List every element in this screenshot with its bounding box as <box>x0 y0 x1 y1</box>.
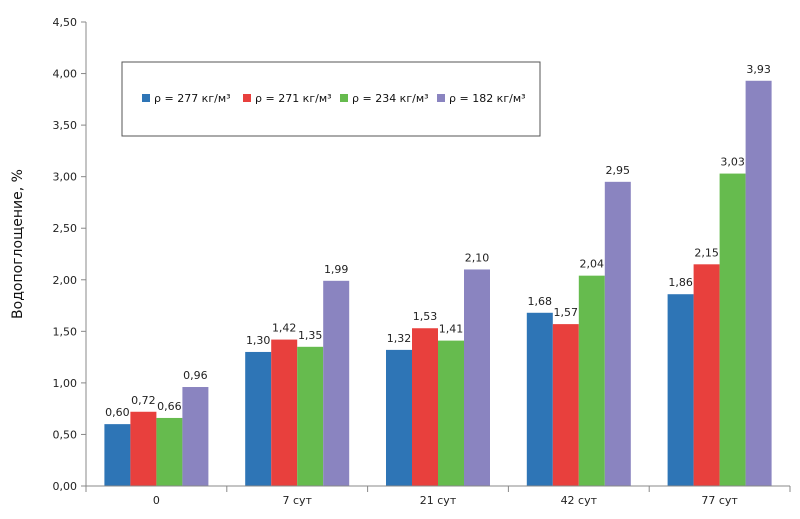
bar <box>604 181 631 487</box>
legend-swatch <box>243 94 251 102</box>
y-tick-label: 4,00 <box>53 68 78 81</box>
y-tick-label: 4,50 <box>53 16 78 29</box>
data-label: 2,04 <box>580 258 605 271</box>
y-tick-label: 0,50 <box>53 428 78 441</box>
data-label: 0,66 <box>157 400 182 413</box>
data-label: 2,15 <box>694 246 719 259</box>
legend-swatch <box>437 94 445 102</box>
data-label: 2,95 <box>606 164 631 177</box>
bar <box>578 275 605 486</box>
data-label: 1,32 <box>387 332 412 345</box>
x-tick-label: 42 сут <box>561 494 598 507</box>
data-label: 1,53 <box>413 310 438 323</box>
legend-box <box>121 61 541 137</box>
x-tick-label: 77 сут <box>701 494 738 507</box>
bar <box>438 340 464 486</box>
data-label: 1,41 <box>439 323 464 336</box>
y-axis-title-group: Водопоглощение, % <box>10 169 26 319</box>
bars <box>104 80 772 487</box>
bar <box>386 349 412 486</box>
bar <box>182 387 209 486</box>
data-label: 2,10 <box>465 251 490 264</box>
legend: ρ = 277 кг/м³ ρ = 271 кг/м³ ρ = 234 кг/м³ ρ… <box>121 61 541 137</box>
bar <box>323 280 350 486</box>
bar <box>297 346 324 486</box>
bar <box>745 80 772 487</box>
legend-label: ρ = 234 кг/м³ <box>352 92 429 105</box>
x-tick-label: 21 сут <box>420 494 457 507</box>
legend-label: ρ = 182 кг/м³ <box>449 92 526 105</box>
data-label: 1,86 <box>668 276 693 289</box>
data-label: 3,03 <box>720 156 745 169</box>
data-label: 1,35 <box>298 329 323 342</box>
bar <box>693 264 720 486</box>
y-tick-label: 3,50 <box>53 119 78 132</box>
y-tick-label: 1,50 <box>53 325 78 338</box>
x-axis-ticks: 0 7 сут 21 сут 42 сут 77 сут <box>153 494 739 507</box>
x-tick-label: 7 сут <box>282 494 312 507</box>
legend-label: ρ = 277 кг/м³ <box>154 92 231 105</box>
y-tick-label: 2,00 <box>53 274 78 287</box>
bar <box>156 417 183 486</box>
y-axis-title: Водопоглощение, % <box>10 169 26 319</box>
y-tick-label: 0,00 <box>53 480 78 493</box>
bar <box>719 173 746 486</box>
data-label: 1,68 <box>528 295 553 308</box>
y-axis-ticks: 0,00 0,50 1,00 1,50 2,00 2,50 3,00 3,50 4,00 4,50 <box>53 16 86 493</box>
data-label: 0,60 <box>105 406 130 419</box>
legend-swatch <box>340 94 348 102</box>
y-tick-label: 2,50 <box>53 222 78 235</box>
bar <box>245 351 272 486</box>
bar <box>104 424 131 486</box>
bar <box>464 269 490 486</box>
bar <box>271 339 298 486</box>
data-labels: 0,600,72 0,66 0,96 1,301,421,35 1,99 1,321,53… <box>105 63 771 419</box>
bar <box>526 312 553 486</box>
data-label: 0,96 <box>183 369 208 382</box>
x-tick-label: 0 <box>153 494 160 507</box>
bar <box>667 294 694 486</box>
data-label: 0,72 <box>131 394 156 407</box>
bar <box>412 328 438 486</box>
bar <box>130 411 157 486</box>
data-label: 1,30 <box>246 334 271 347</box>
data-label: 1,57 <box>554 306 579 319</box>
data-label: 3,93 <box>746 63 771 76</box>
y-tick-label: 1,00 <box>53 377 78 390</box>
y-tick-label: 3,00 <box>53 171 78 184</box>
data-label: 1,99 <box>324 263 349 276</box>
bar <box>552 324 579 486</box>
legend-swatch <box>142 94 150 102</box>
legend-label: ρ = 271 кг/м³ <box>255 92 332 105</box>
axes <box>85 22 791 492</box>
data-label: 1,42 <box>272 322 297 335</box>
